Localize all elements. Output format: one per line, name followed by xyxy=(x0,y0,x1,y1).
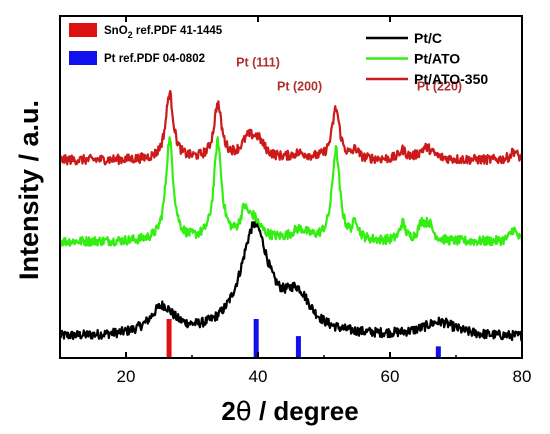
reference-legend-label: Pt ref.PDF 04-0802 xyxy=(104,53,205,65)
peak-annotation: Pt (200) xyxy=(277,80,322,94)
peak-annotations: Pt (111) Pt (200) Pt (220) xyxy=(236,55,462,93)
x-tick-label: 20 xyxy=(117,367,136,386)
reference-legend-label: SnO2 ref.PDF 41-1445 xyxy=(104,25,223,40)
series-line-pt-c xyxy=(58,219,523,342)
reference-line-1-2 xyxy=(435,346,441,357)
legend: Pt/C Pt/ATO Pt/ATO-350 xyxy=(366,30,488,87)
reference-line-1-0 xyxy=(253,319,259,357)
x-axis-label-prefix: 2 xyxy=(221,396,235,426)
legend-label: Pt/C xyxy=(414,30,442,46)
reference-legend-swatch xyxy=(69,23,97,37)
peak-annotation: Pt (220) xyxy=(417,80,462,94)
x-tick-label: 40 xyxy=(249,367,268,386)
x-tick-label: 60 xyxy=(381,367,400,386)
legend-label: Pt/ATO xyxy=(414,51,460,67)
x-tick-label: 80 xyxy=(513,367,532,386)
x-axis-label-theta: θ xyxy=(236,397,252,427)
y-axis-label: Intensity / a.u. xyxy=(14,100,44,280)
reference-legend-swatch xyxy=(69,51,97,65)
x-axis-label: 2θ / degree xyxy=(221,396,358,427)
series-line-pt-ato xyxy=(59,136,524,247)
x-axis-label-suffix: / degree xyxy=(252,396,359,426)
axes: 20 40 60 80 xyxy=(59,15,532,386)
series-lines xyxy=(58,89,524,342)
reference-lines xyxy=(166,319,441,357)
peak-annotation: Pt (111) xyxy=(236,55,280,69)
plot-frame xyxy=(59,15,523,359)
reference-line-1-1 xyxy=(295,336,301,357)
reference-line-0-0 xyxy=(166,319,172,357)
reference-legend: SnO2 ref.PDF 41-1445 Pt ref.PDF 04-0802 xyxy=(69,23,223,65)
series-line-pt-ato-350 xyxy=(59,89,524,166)
legend-label: Pt/ATO-350 xyxy=(414,71,488,87)
